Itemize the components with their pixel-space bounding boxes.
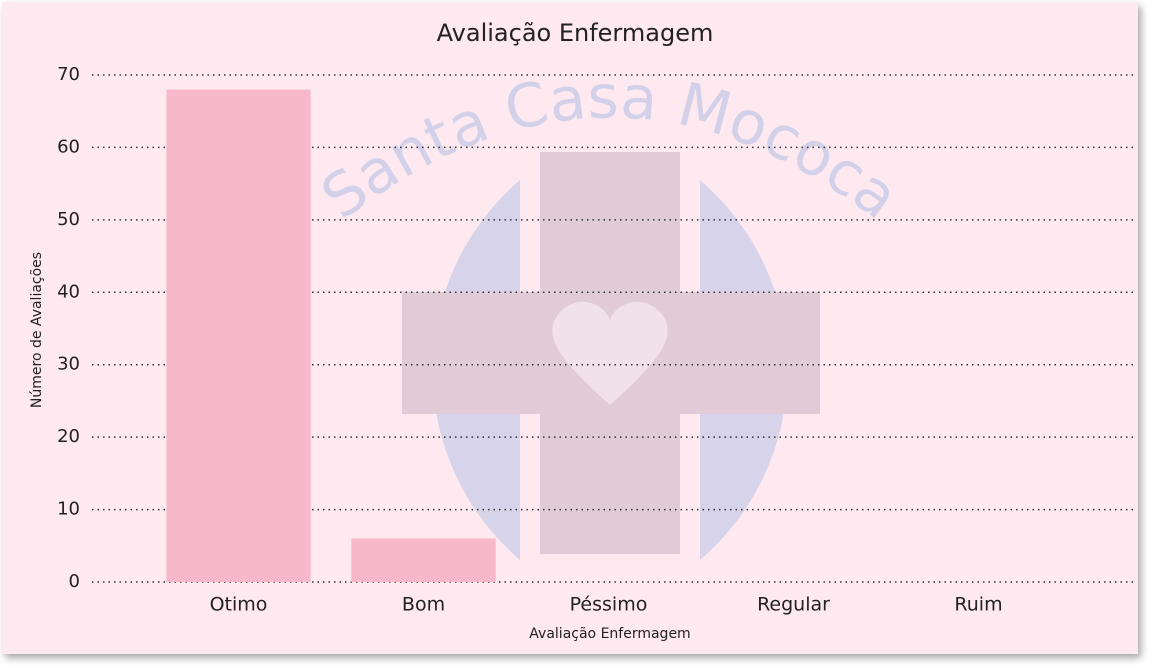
y-tick-label: 10 [57,499,80,520]
bar [351,538,496,582]
y-tick-label: 30 [57,354,80,375]
bar [166,89,311,582]
y-axis-label: Número de Avaliações [29,252,45,408]
watermark-logo [402,152,820,560]
x-tick-label: Otimo [210,594,268,616]
y-tick-label: 70 [57,64,80,85]
x-tick-label: Bom [402,594,445,616]
y-tick-label: 20 [57,426,80,447]
x-tick-label: Regular [757,594,830,616]
x-tick-label: Ruim [954,594,1002,616]
y-tick-label: 40 [57,281,80,302]
y-tick-label: 50 [57,209,80,230]
x-axis-label: Avaliação Enfermagem [529,626,690,642]
y-tick-label: 0 [69,571,80,592]
chart-title: Avaliação Enfermagem [437,19,714,47]
x-tick-label: Péssimo [570,594,648,616]
y-tick-label: 60 [57,136,80,157]
